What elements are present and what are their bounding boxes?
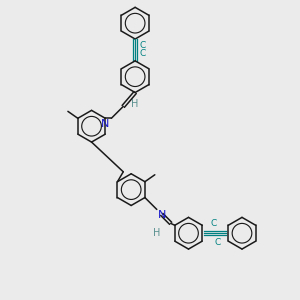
Text: C: C [139,41,146,50]
Text: N: N [158,210,166,220]
Text: C: C [210,219,216,228]
Text: H: H [131,99,139,110]
Text: N: N [101,119,110,129]
Text: C: C [214,238,220,247]
Text: C: C [139,50,146,58]
Text: H: H [153,228,161,238]
